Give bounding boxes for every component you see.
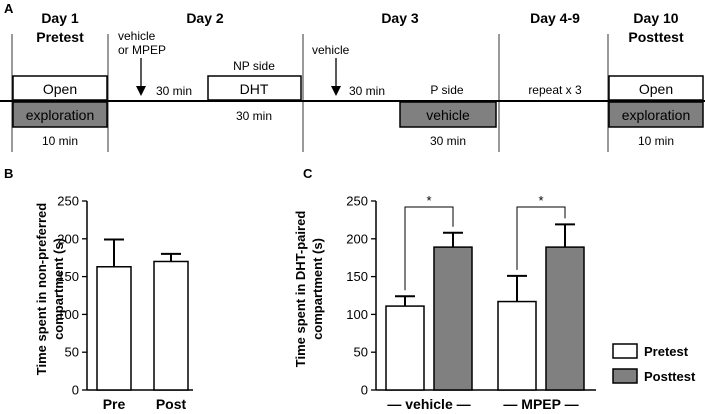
day1-exploration-box bbox=[12, 101, 108, 128]
day3-side: P side bbox=[430, 83, 463, 97]
legend-label-posttest: Posttest bbox=[644, 369, 696, 384]
panel-a-letter: A bbox=[4, 1, 14, 16]
day10-open-label: Open bbox=[639, 81, 673, 97]
chart-c-ytick-label: 200 bbox=[346, 231, 368, 246]
chart-c-ytick-label: 50 bbox=[354, 345, 368, 360]
day3-injection: vehicle bbox=[312, 43, 350, 57]
chart-c-category-label: — MPEP — bbox=[503, 396, 578, 412]
day1-duration: 10 min bbox=[42, 134, 78, 148]
day10-duration: 10 min bbox=[638, 134, 674, 148]
day10-title: Day 10 bbox=[633, 10, 678, 26]
chart-b-layer: 0 50 100 150 200 250 Pre Post bbox=[57, 194, 193, 412]
day2-title: Day 2 bbox=[186, 10, 224, 26]
chart-c-category-label: — vehicle — bbox=[387, 396, 470, 412]
day10-subtitle: Posttest bbox=[628, 29, 684, 45]
chart-c-ytick-label: 250 bbox=[346, 194, 368, 209]
day1-subtitle: Pretest bbox=[36, 29, 84, 45]
day3-vehicle-box bbox=[399, 101, 497, 128]
chart-b-ytick-label: 250 bbox=[57, 194, 79, 209]
chart-c-bar bbox=[545, 246, 585, 391]
chart-b-ytick-label: 0 bbox=[72, 383, 79, 398]
day10-open-box bbox=[608, 75, 704, 101]
day2-duration: 30 min bbox=[236, 109, 272, 123]
chart-b-ylabel-line1: Time spent in non-preferred bbox=[34, 203, 49, 375]
day1-open-box bbox=[12, 75, 108, 101]
panel-c-letter: C bbox=[303, 166, 313, 181]
day-separators bbox=[11, 34, 609, 152]
day2-wait: 30 min bbox=[156, 84, 192, 98]
day4-9-note: repeat x 3 bbox=[528, 83, 582, 97]
chart-b-category-label: Pre bbox=[103, 396, 126, 412]
day2-dht-box bbox=[207, 75, 302, 101]
chart-c-significance-bracket bbox=[404, 206, 454, 291]
chart-c: Time spent in DHT-paired compartment (s)… bbox=[293, 193, 596, 412]
chart-c-bar bbox=[497, 300, 537, 391]
chart-b-ytick-label: 150 bbox=[57, 269, 79, 284]
chart-c-ytick-label: 150 bbox=[346, 269, 368, 284]
panel-b-letter: B bbox=[4, 166, 13, 181]
chart-c-significance-star: * bbox=[538, 193, 543, 208]
chart-c-ytick-label: 0 bbox=[361, 383, 368, 398]
day10-exploration-label: exploration bbox=[622, 107, 691, 123]
day4-9-title: Day 4-9 bbox=[530, 10, 580, 26]
day1-open-label: Open bbox=[43, 81, 77, 97]
chart-b-ytick-label: 50 bbox=[65, 345, 79, 360]
day3-duration: 30 min bbox=[430, 134, 466, 148]
chart-c-ylabel-line2: compartment (s) bbox=[310, 238, 325, 340]
chart-b-ytick-label: 200 bbox=[57, 231, 79, 246]
legend-label-pretest: Pretest bbox=[644, 344, 689, 359]
chart-c-significance-bracket bbox=[516, 206, 566, 270]
chart-b-category-label: Post bbox=[156, 396, 187, 412]
chart-c-ytick-label: 100 bbox=[346, 307, 368, 322]
chart-b-ylabel-line2: compartment (s) bbox=[51, 238, 66, 340]
day2-injection-line2: or MPEP bbox=[118, 43, 166, 57]
day2-injection-line1: vehicle bbox=[118, 29, 156, 43]
legend-swatch-pretest bbox=[612, 343, 638, 359]
chart-b: Time spent in non-preferred compartment … bbox=[34, 194, 193, 412]
chart-c-bar bbox=[385, 305, 425, 391]
chart-b-bar bbox=[96, 266, 132, 391]
day1-title: Day 1 bbox=[41, 10, 79, 26]
day10-exploration-box bbox=[608, 101, 704, 128]
chart-c-layer: 0 50 100 150 200 250 * — vehicle — * — MPEP — bbox=[346, 193, 596, 412]
legend-swatch-posttest bbox=[612, 368, 638, 384]
day1-exploration-label: exploration bbox=[26, 107, 95, 123]
chart-c-significance-star: * bbox=[426, 193, 431, 208]
day2-side: NP side bbox=[233, 59, 275, 73]
chart-b-bar bbox=[153, 260, 189, 391]
day3-vehicle-label: vehicle bbox=[426, 107, 470, 123]
chart-b-ytick-label: 100 bbox=[57, 307, 79, 322]
chart-c-legend: Pretest Posttest bbox=[612, 343, 696, 384]
chart-c-ylabel-line1: Time spent in DHT-paired bbox=[293, 211, 308, 368]
day2-dht-label: DHT bbox=[240, 81, 269, 97]
day3-arrow-down-icon bbox=[331, 86, 341, 96]
day2-arrow-down-icon bbox=[136, 86, 146, 96]
day3-wait: 30 min bbox=[349, 84, 385, 98]
day3-title: Day 3 bbox=[381, 10, 419, 26]
chart-c-bar bbox=[433, 246, 473, 391]
